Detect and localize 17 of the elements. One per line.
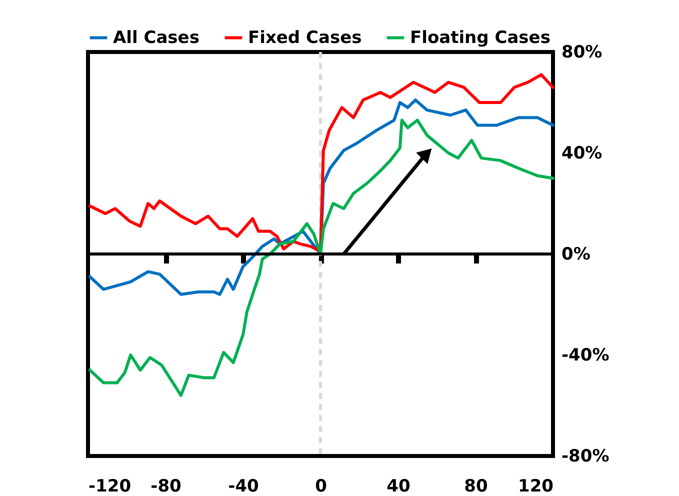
x-tick-label: 40 [386,476,410,496]
x-tick-label: -120 [88,476,132,496]
y-tick-label: 0% [562,244,590,264]
legend-label: Fixed Cases [248,28,362,48]
x-tick-label: 80 [464,476,488,496]
x-tick-label: 0 [315,476,328,496]
y-tick-label: -80% [562,446,610,466]
y-tick-label: 80% [562,42,602,62]
x-tick-label: 120 [518,476,554,496]
y-tick-label: 40% [562,144,602,164]
x-tick-label: -40 [228,476,260,496]
legend-label: Floating Cases [410,28,550,48]
x-tick-label: -80 [150,476,182,496]
y-tick-label: -40% [562,346,610,366]
legend-label: All Cases [113,28,200,48]
line-series [88,118,554,397]
line-series [88,73,554,253]
